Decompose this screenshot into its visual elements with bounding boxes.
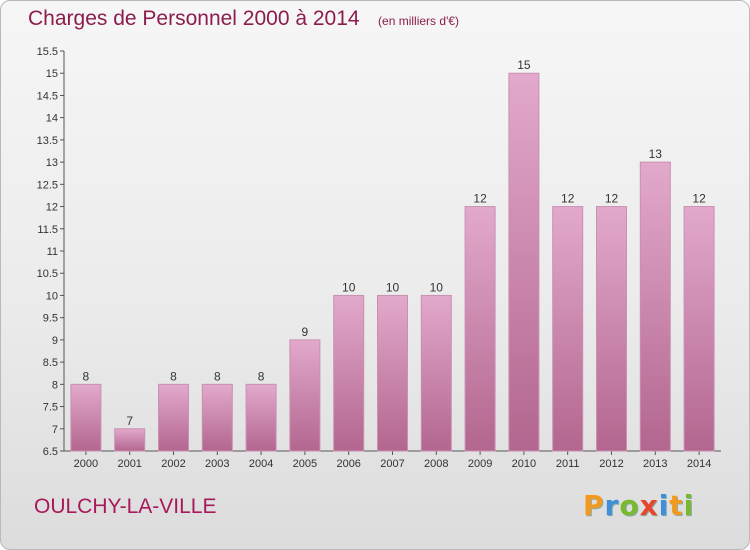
y-tick-label: 6.5 bbox=[43, 446, 58, 458]
x-tick-label: 2012 bbox=[599, 458, 623, 470]
y-tick-label: 13.5 bbox=[37, 135, 58, 147]
bar-2008 bbox=[420, 294, 452, 452]
data-label-2013: 13 bbox=[649, 147, 663, 161]
bar-2006 bbox=[333, 294, 365, 452]
y-tick-label: 7 bbox=[52, 424, 58, 436]
chart-title: Charges de Personnel 2000 à 2014 bbox=[28, 7, 360, 30]
data-label-2011: 12 bbox=[561, 192, 575, 206]
logo-letter: P bbox=[583, 489, 605, 522]
data-labels: 8 7 8 8 8 9 10 10 10 12 15 12 12 13 12 bbox=[83, 58, 707, 428]
y-tick-label: 13 bbox=[46, 157, 58, 169]
x-tick-label: 2001 bbox=[117, 458, 141, 470]
title-row: Charges de Personnel 2000 à 2014 (en mil… bbox=[28, 7, 459, 31]
data-label-2008: 10 bbox=[430, 280, 444, 294]
x-tick-label: 2003 bbox=[205, 458, 229, 470]
y-tick-label: 14 bbox=[46, 113, 58, 125]
bar-2004 bbox=[245, 383, 277, 452]
data-label-2010: 15 bbox=[517, 58, 531, 72]
x-tick-label: 2014 bbox=[687, 458, 711, 470]
data-label-2007: 10 bbox=[386, 280, 400, 294]
logo-letter: i bbox=[658, 489, 670, 522]
y-tick-label: 14.5 bbox=[37, 90, 58, 102]
y-tick-label: 9.5 bbox=[43, 313, 58, 325]
x-axis: 2000 2001 2002 2003 2004 2005 2006 2007 2008 2009… bbox=[64, 450, 721, 470]
data-label-2001: 7 bbox=[126, 414, 133, 428]
data-label-2014: 12 bbox=[692, 192, 706, 206]
x-tick-label: 2000 bbox=[74, 458, 98, 470]
logo-letter: o bbox=[619, 489, 640, 522]
y-tick-label: 15 bbox=[46, 68, 58, 80]
x-tick-label: 2011 bbox=[556, 458, 580, 470]
data-label-2004: 8 bbox=[258, 369, 265, 383]
y-tick-label: 11.5 bbox=[37, 224, 58, 236]
data-label-2012: 12 bbox=[605, 192, 619, 206]
y-tick-label: 7.5 bbox=[43, 402, 58, 414]
x-tick-label: 2002 bbox=[161, 458, 185, 470]
y-tick-label: 9 bbox=[52, 335, 58, 347]
bars bbox=[70, 72, 715, 452]
bar-2009 bbox=[464, 206, 496, 452]
data-label-2006: 10 bbox=[342, 280, 356, 294]
y-tick-label: 8 bbox=[52, 379, 58, 391]
bar-2014 bbox=[683, 206, 715, 452]
bar-2002 bbox=[158, 383, 189, 452]
x-tick-label: 2010 bbox=[512, 458, 536, 470]
bar-2001 bbox=[114, 428, 146, 452]
x-tick-label: 2004 bbox=[249, 458, 273, 470]
bar-2003 bbox=[201, 383, 233, 452]
logo-letter: t bbox=[669, 489, 684, 522]
logo-letter: r bbox=[604, 489, 620, 522]
bar-2007 bbox=[377, 294, 408, 452]
data-label-2009: 12 bbox=[473, 192, 487, 206]
bar-2013 bbox=[639, 161, 671, 452]
data-label-2002: 8 bbox=[170, 369, 177, 383]
bar-2000 bbox=[70, 383, 102, 452]
bar-2011 bbox=[552, 206, 584, 452]
y-tick-label: 12 bbox=[46, 202, 58, 214]
x-tick-label: 2008 bbox=[424, 458, 448, 470]
y-tick-label: 10.5 bbox=[37, 268, 58, 280]
data-label-2003: 8 bbox=[214, 369, 221, 383]
commune-name: OULCHY-LA-VILLE bbox=[34, 495, 217, 518]
y-tick-label: 12.5 bbox=[37, 179, 58, 191]
bar-2005 bbox=[289, 339, 321, 452]
x-tick-label: 2005 bbox=[293, 458, 317, 470]
logo-letter: x bbox=[639, 489, 659, 522]
chart-subtitle: (en milliers d'€) bbox=[378, 14, 460, 28]
bar-2010 bbox=[508, 72, 540, 452]
logo-letter: i bbox=[683, 489, 695, 522]
y-tick-label: 15.5 bbox=[37, 46, 58, 58]
y-tick-label: 8.5 bbox=[43, 357, 58, 369]
x-tick-label: 2013 bbox=[643, 458, 667, 470]
data-label-2000: 8 bbox=[83, 369, 90, 383]
y-axis: 6.5 7 7.5 8 8.5 9 9.5 10 10.5 11 11.5 12 12.5 13 13.5 1… bbox=[37, 46, 65, 458]
y-tick-label: 11 bbox=[47, 246, 58, 258]
proxiti-logo[interactable]: Proxiti bbox=[583, 489, 694, 522]
data-label-2005: 9 bbox=[302, 325, 309, 339]
bar-2012 bbox=[596, 206, 627, 452]
x-tick-label: 2007 bbox=[380, 458, 404, 470]
x-tick-label: 2009 bbox=[468, 458, 492, 470]
y-tick-label: 10 bbox=[46, 290, 58, 302]
x-tick-label: 2006 bbox=[336, 458, 360, 470]
